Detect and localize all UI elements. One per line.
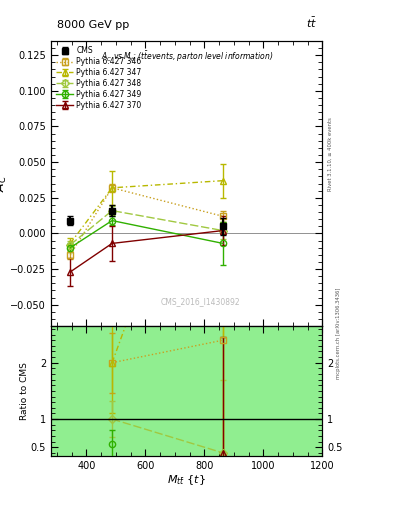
Text: CMS_2016_I1430892: CMS_2016_I1430892 — [160, 297, 240, 306]
Text: $t\bar{t}$: $t\bar{t}$ — [306, 15, 317, 30]
Text: mcplots.cern.ch [arXiv:1306.3436]: mcplots.cern.ch [arXiv:1306.3436] — [336, 287, 341, 378]
Text: Rivet 3.1.10, ≥ 400k events: Rivet 3.1.10, ≥ 400k events — [328, 117, 333, 190]
X-axis label: $M_{t\bar{t}}\ \{t\}$: $M_{t\bar{t}}\ \{t\}$ — [167, 473, 206, 487]
Text: $A_C$ vs $M_{t\bar{t}}$ ($t\bar{t}$events, parton level information): $A_C$ vs $M_{t\bar{t}}$ ($t\bar{t}$event… — [101, 50, 273, 64]
Y-axis label: Ratio to CMS: Ratio to CMS — [20, 362, 29, 420]
Y-axis label: $A_C$: $A_C$ — [0, 175, 9, 192]
Legend: CMS, Pythia 6.427 346, Pythia 6.427 347, Pythia 6.427 348, Pythia 6.427 349, Pyt: CMS, Pythia 6.427 346, Pythia 6.427 347,… — [54, 44, 144, 112]
Text: 8000 GeV pp: 8000 GeV pp — [57, 19, 129, 30]
